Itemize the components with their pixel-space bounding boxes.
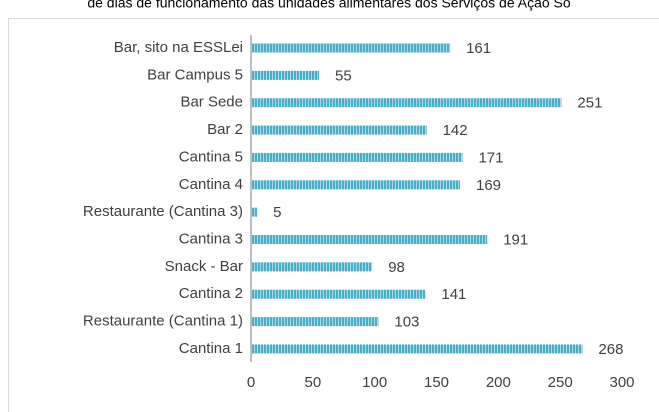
y-tick-label: Cantina 3 xyxy=(179,230,243,247)
value-label: 251 xyxy=(577,95,602,112)
value-label: 268 xyxy=(598,341,623,358)
value-label: 191 xyxy=(503,231,528,248)
y-tick-label: Cantina 1 xyxy=(179,340,243,357)
x-tick-label: 50 xyxy=(304,374,321,391)
value-label: 141 xyxy=(441,286,466,303)
y-tick-label: Restaurante (Cantina 3) xyxy=(83,203,243,220)
x-tick-label: 250 xyxy=(548,374,573,391)
bar xyxy=(251,262,373,272)
bar xyxy=(251,98,562,108)
x-tick-label: 150 xyxy=(424,374,449,391)
bar xyxy=(251,125,427,135)
value-label: 98 xyxy=(388,259,405,276)
bar xyxy=(251,235,488,245)
value-label: 142 xyxy=(443,122,468,139)
bar xyxy=(251,207,258,217)
y-tick-label: Snack - Bar xyxy=(165,258,243,275)
y-tick-label: Cantina 5 xyxy=(179,148,243,165)
x-tick-label: 200 xyxy=(486,374,511,391)
chart-title: de dias de funcionamento das unidades al… xyxy=(87,0,571,11)
x-tick-label: 100 xyxy=(362,374,387,391)
bar xyxy=(251,70,320,80)
value-label: 171 xyxy=(478,149,503,166)
bar xyxy=(251,152,463,162)
bar xyxy=(251,180,460,190)
bar xyxy=(251,43,451,53)
bar xyxy=(251,317,379,327)
y-tick-label: Restaurante (Cantina 1) xyxy=(83,313,243,330)
y-tick-label: Cantina 4 xyxy=(179,176,243,193)
value-label: 161 xyxy=(466,40,491,57)
bar xyxy=(251,289,426,299)
x-tick-label: 0 xyxy=(247,374,255,391)
value-label: 55 xyxy=(335,67,352,84)
y-tick-label: Bar 2 xyxy=(207,121,243,138)
y-tick-label: Bar, sito na ESSLei xyxy=(114,39,243,56)
chart-frame xyxy=(8,18,659,412)
value-label: 169 xyxy=(476,177,501,194)
value-label: 5 xyxy=(273,204,281,221)
bar xyxy=(251,344,583,354)
y-tick-label: Bar Campus 5 xyxy=(147,66,243,83)
y-tick-label: Cantina 2 xyxy=(179,285,243,302)
value-label: 103 xyxy=(394,314,419,331)
y-tick-label: Bar Sede xyxy=(180,94,243,111)
x-tick-label: 300 xyxy=(609,374,634,391)
